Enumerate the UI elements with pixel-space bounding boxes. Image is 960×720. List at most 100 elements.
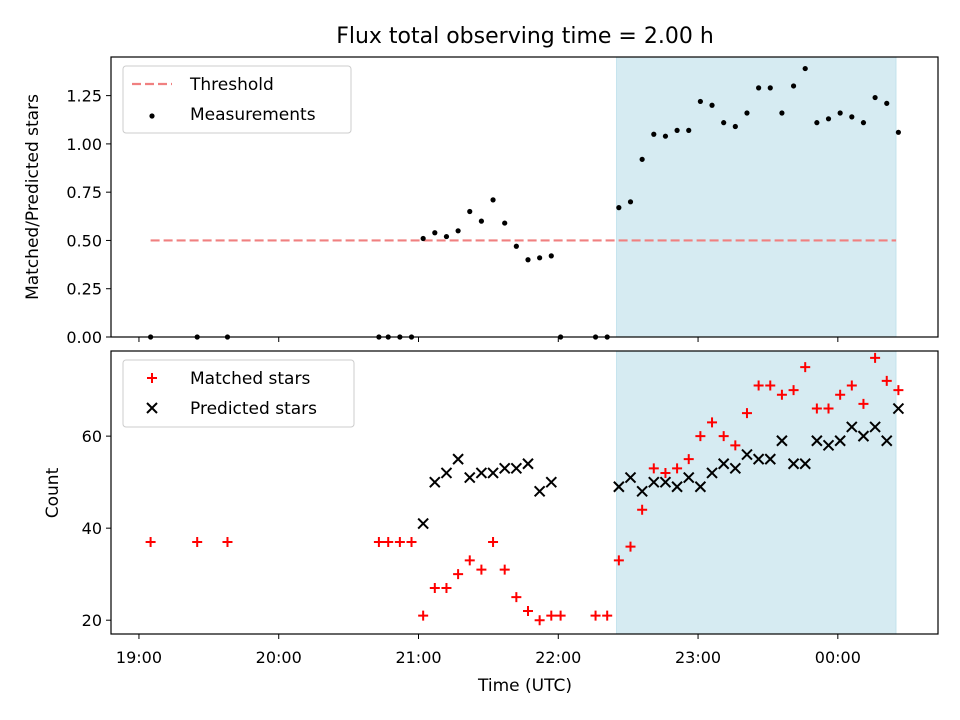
- top-point: [443, 233, 450, 240]
- top-series-1: [148, 65, 901, 340]
- bottom-point: [192, 536, 203, 547]
- bottom-y-tick-label: 20: [82, 611, 102, 630]
- bottom-shaded-span: [616, 350, 897, 635]
- top-point: [721, 120, 727, 126]
- top-point: [732, 123, 738, 130]
- top-legend-box: [122, 65, 352, 134]
- bottom-point: [440, 467, 453, 479]
- bottom-point: [429, 476, 441, 488]
- bottom-point: [373, 536, 384, 547]
- top-point: [686, 127, 692, 133]
- top-point: [639, 156, 645, 162]
- top-point: [744, 110, 750, 116]
- bottom-point: [881, 375, 892, 386]
- bottom-y-tick-label: 40: [82, 519, 102, 538]
- bottom-point: [487, 467, 499, 479]
- top-point: [709, 102, 715, 108]
- bottom-legend-label: Predicted stars: [190, 399, 317, 419]
- bottom-point: [672, 463, 683, 474]
- top-point: [860, 120, 867, 126]
- top-y-tick-label: 0.75: [66, 183, 102, 202]
- bottom-point: [533, 485, 546, 498]
- bottom-point: [417, 517, 429, 530]
- x-axis-label: Time (UTC): [477, 676, 572, 696]
- bottom-point: [453, 569, 464, 580]
- top-point: [627, 199, 634, 205]
- bottom-point: [464, 555, 475, 566]
- top-y-tick-label: 1.25: [66, 87, 102, 106]
- bottom-point: [857, 430, 870, 442]
- bottom-point: [787, 458, 800, 470]
- top-axes-frame: [110, 56, 939, 338]
- bottom-point: [464, 471, 476, 484]
- bottom-point: [764, 453, 776, 465]
- top-point: [802, 65, 808, 72]
- top-y-tick-label: 0.50: [66, 231, 102, 250]
- bottom-point: [498, 462, 511, 475]
- bottom-point: [834, 435, 846, 447]
- bottom-point: [145, 536, 156, 547]
- bottom-point: [613, 481, 625, 493]
- bottom-point: [822, 439, 835, 452]
- x-tick-label: 20:00: [256, 648, 302, 667]
- top-y-tick-label: 0.00: [66, 328, 102, 347]
- bottom-y-axis-label: Count: [43, 467, 63, 518]
- bottom-series-0: [145, 352, 904, 626]
- top-point: [548, 253, 554, 259]
- bottom-legend-swatch: [146, 402, 158, 414]
- bottom-legend-swatch: [147, 373, 157, 383]
- bottom-point: [893, 385, 904, 396]
- bottom-y-tick-label: 60: [82, 427, 102, 446]
- bottom-point: [870, 352, 881, 363]
- top-point: [513, 243, 519, 249]
- bottom-legend-box: [122, 359, 355, 428]
- bottom-point: [707, 417, 718, 428]
- top-point: [455, 228, 461, 234]
- bottom-axes-frame: [110, 350, 939, 635]
- top-legend-swatch: [149, 113, 155, 119]
- bottom-point: [718, 431, 729, 442]
- bottom-point: [475, 467, 488, 479]
- bottom-point: [452, 453, 464, 465]
- bottom-point: [636, 485, 648, 498]
- bottom-point: [892, 402, 905, 415]
- top-point: [814, 120, 820, 126]
- top-point: [651, 131, 657, 137]
- bottom-point: [683, 454, 694, 465]
- top-point: [467, 208, 473, 215]
- bottom-panel: 20 40 60 19:00 20:00 21:00 22:00 23:00 00:00 Matc…: [82, 350, 939, 667]
- bottom-point: [753, 380, 764, 391]
- bottom-point: [776, 435, 788, 447]
- top-legend: Threshold Measurements: [122, 65, 352, 134]
- bottom-point: [602, 610, 613, 621]
- top-point: [662, 133, 669, 139]
- bottom-point: [869, 421, 881, 433]
- top-point: [697, 98, 703, 105]
- bottom-point: [694, 481, 707, 493]
- bottom-point: [590, 610, 601, 621]
- bottom-point: [659, 476, 672, 488]
- top-point: [490, 197, 496, 203]
- top-y-axis-label: Matched/Predicted stars: [23, 94, 43, 300]
- bottom-series-1: [417, 402, 905, 530]
- top-point: [478, 218, 485, 224]
- x-tick-label: 22:00: [535, 648, 581, 667]
- figure-title: Flux total observing time = 2.00 h: [336, 24, 714, 49]
- bottom-point: [499, 564, 510, 575]
- top-point: [616, 205, 622, 211]
- top-point: [674, 127, 680, 133]
- top-point: [420, 235, 426, 242]
- bottom-point: [511, 592, 522, 603]
- bottom-point: [648, 476, 660, 488]
- top-point: [837, 110, 843, 116]
- bottom-point: [545, 476, 557, 488]
- bottom-point: [765, 380, 776, 391]
- bottom-point: [846, 421, 858, 433]
- bottom-point: [555, 610, 566, 621]
- x-tick-label: 21:00: [395, 648, 441, 667]
- bottom-point: [648, 463, 659, 474]
- bottom-point: [741, 408, 752, 419]
- bottom-point: [752, 453, 765, 465]
- bottom-point: [683, 471, 695, 484]
